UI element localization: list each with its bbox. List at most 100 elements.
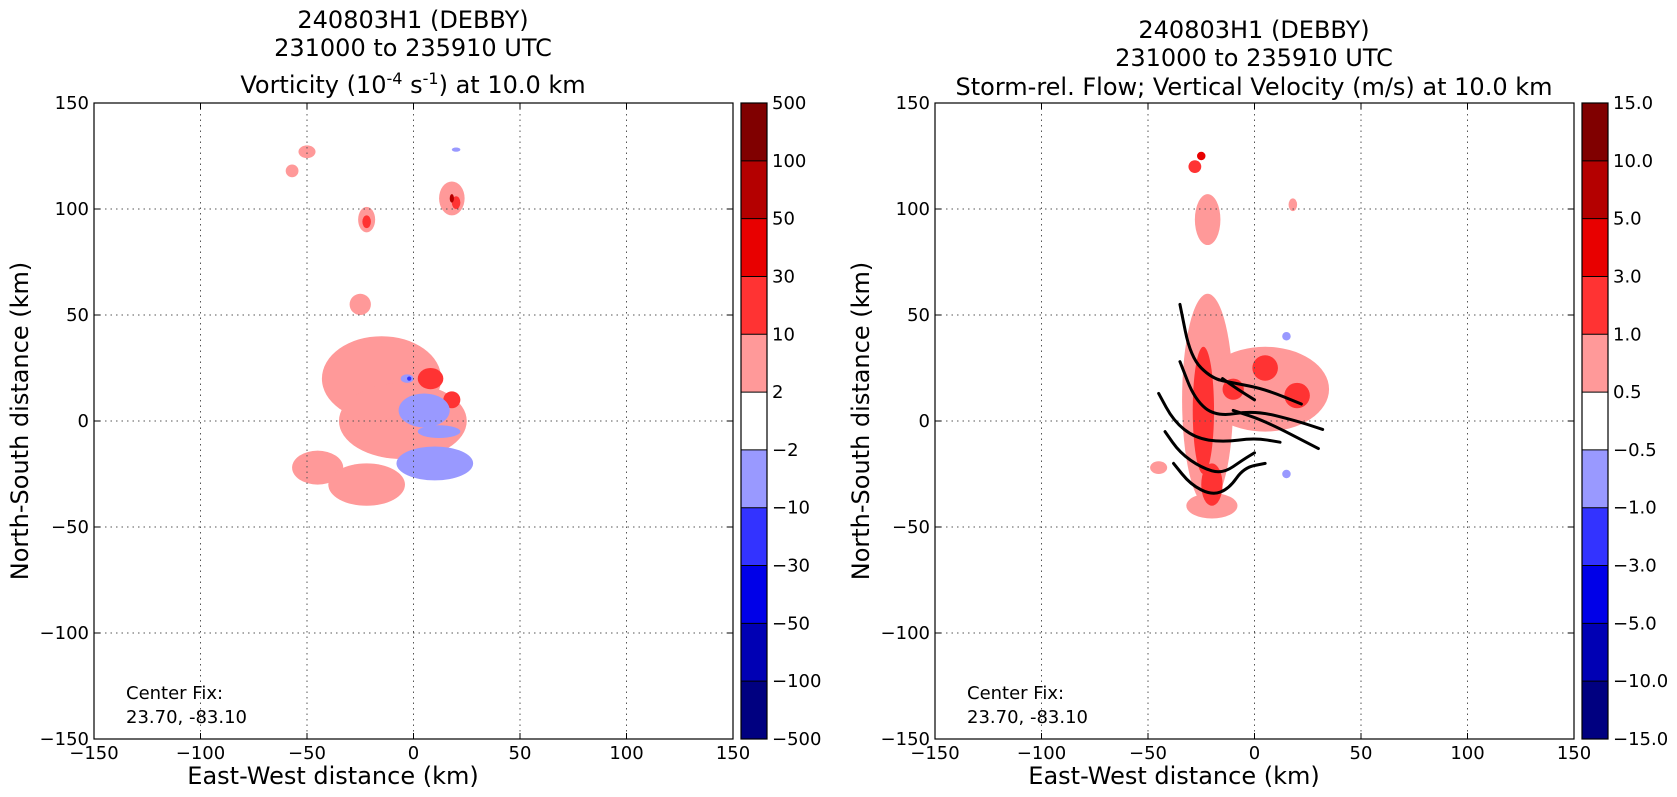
vertical-velocity-title-line-1: 240803H1 (DEBBY) bbox=[1138, 16, 1369, 44]
field-contour-blob bbox=[328, 463, 405, 506]
y-tick-label: −100 bbox=[881, 623, 930, 644]
x-tick-label: 150 bbox=[1557, 743, 1591, 764]
vorticity-x-axis-label: East-West distance (km) bbox=[187, 762, 478, 790]
colorbar-tick-label: 3.0 bbox=[1613, 266, 1642, 287]
vertical-velocity-x-ticks: −150 −100 −50 0 50 100 150 bbox=[910, 103, 1591, 764]
colorbar-tick-label: 10 bbox=[772, 324, 795, 345]
field-contour-blob bbox=[298, 145, 316, 159]
colorbar-frame bbox=[1581, 102, 1609, 740]
vorticity-field bbox=[285, 145, 474, 506]
y-tick-label: 100 bbox=[896, 199, 930, 220]
colorbar-segment bbox=[1582, 507, 1608, 567]
colorbar-segment bbox=[741, 565, 767, 624]
colorbar-segment bbox=[741, 103, 767, 162]
field-contour-blob bbox=[285, 164, 299, 178]
vertical-velocity-y-axis-label: North-South distance (km) bbox=[847, 262, 875, 581]
field-contour-blob bbox=[1188, 160, 1202, 173]
field-contour-blob bbox=[400, 374, 414, 383]
x-tick-label: 100 bbox=[609, 743, 643, 764]
colorbar-tick-label: 0.5 bbox=[1613, 382, 1642, 403]
storm-relative-streamlines bbox=[1157, 302, 1325, 495]
colorbar-segment bbox=[741, 681, 767, 740]
field-contour-blob bbox=[1288, 198, 1298, 212]
vertical-velocity-title-line-2: 231000 to 235910 UTC bbox=[1115, 44, 1393, 72]
field-contour-blob bbox=[451, 147, 461, 152]
colorbar-segment bbox=[741, 160, 767, 220]
colorbar-segment bbox=[741, 507, 767, 567]
colorbar-segment bbox=[1582, 565, 1608, 624]
field-contour-blob bbox=[1196, 151, 1206, 161]
field-contour-blob bbox=[1192, 346, 1215, 474]
colorbar-tick-label: 500 bbox=[772, 93, 806, 114]
colorbar-tick-label: −500 bbox=[772, 729, 821, 750]
x-tick-label: 0 bbox=[408, 743, 419, 764]
field-contour-blob bbox=[1252, 355, 1278, 381]
colorbar-segment bbox=[1582, 160, 1608, 220]
streamline bbox=[1178, 360, 1325, 431]
vorticity-title-part-a: Vorticity (10 bbox=[240, 71, 386, 99]
colorbar-frame bbox=[740, 102, 768, 740]
vorticity-y-ticks: −150 −100 −50 0 50 100 150 bbox=[40, 93, 733, 750]
field-contour-blob bbox=[349, 293, 371, 315]
colorbar-tick-label: 30 bbox=[772, 266, 795, 287]
vertical-velocity-colorbar: 15.0 10.0 5.0 3.0 1.0 0.5 −0.5 −1.0 −3.0 −5.0 −10.… bbox=[1581, 93, 1668, 750]
vorticity-colorbar: 500 100 50 30 10 2 −2 −10 −30 −50 −100 −500 bbox=[740, 93, 821, 750]
vorticity-title-part-c: ) at 10.0 km bbox=[439, 71, 586, 99]
field-contour-blob bbox=[449, 194, 454, 203]
colorbar-segment bbox=[741, 218, 767, 277]
colorbar-tick-label: −10.0 bbox=[1613, 671, 1668, 692]
y-tick-label: 150 bbox=[896, 93, 930, 114]
colorbar-segment bbox=[741, 334, 767, 393]
vertical-velocity-y-ticks: −150 −100 −50 0 50 100 150 bbox=[881, 93, 1574, 750]
colorbar-tick-label: −15.0 bbox=[1613, 729, 1668, 750]
colorbar-segment bbox=[1582, 449, 1608, 509]
vorticity-gridlines bbox=[94, 103, 733, 739]
vertical-velocity-center-fix-value: 23.70, -83.10 bbox=[967, 707, 1088, 728]
colorbar-segment bbox=[741, 623, 767, 682]
colorbar-segment bbox=[741, 449, 767, 509]
y-tick-label: −50 bbox=[51, 517, 89, 538]
x-tick-label: 50 bbox=[1350, 743, 1373, 764]
colorbar-tick-label: −0.5 bbox=[1613, 440, 1657, 461]
colorbar-tick-label: 100 bbox=[772, 151, 806, 172]
y-tick-label: 50 bbox=[907, 305, 930, 326]
colorbar-tick-label: −50 bbox=[772, 613, 810, 634]
x-tick-label: 0 bbox=[1249, 743, 1260, 764]
x-tick-label: −100 bbox=[1017, 743, 1066, 764]
vorticity-center-fix-label: Center Fix: bbox=[126, 683, 223, 704]
x-tick-label: −100 bbox=[176, 743, 225, 764]
field-contour-blob bbox=[1201, 463, 1223, 506]
colorbar-segment bbox=[1582, 334, 1608, 393]
vorticity-title-line-2: 231000 to 235910 UTC bbox=[274, 34, 552, 62]
vorticity-x-ticks: −150 −100 −50 0 50 100 150 bbox=[69, 103, 750, 764]
vorticity-title-exp-b: -1 bbox=[423, 69, 439, 88]
vorticity-title-line-3: Vorticity (10-4 s-1) at 10.0 km bbox=[240, 69, 585, 99]
colorbar-tick-label: −1.0 bbox=[1613, 498, 1657, 519]
field-contour-blob bbox=[1284, 382, 1310, 409]
x-tick-label: 150 bbox=[716, 743, 750, 764]
streamline bbox=[1221, 377, 1256, 402]
y-tick-label: 50 bbox=[66, 305, 89, 326]
colorbar-tick-label: −2 bbox=[772, 440, 799, 461]
vertical-velocity-x-axis-label: East-West distance (km) bbox=[1028, 762, 1319, 790]
x-tick-label: −150 bbox=[69, 743, 118, 764]
vorticity-title-line-1: 240803H1 (DEBBY) bbox=[297, 6, 528, 34]
colorbar-segment bbox=[1582, 392, 1608, 451]
x-tick-label: −50 bbox=[288, 743, 326, 764]
streamline bbox=[1163, 430, 1256, 474]
vertical-velocity-gridlines bbox=[935, 103, 1574, 739]
field-contour-blob bbox=[362, 215, 371, 229]
y-tick-label: −150 bbox=[881, 729, 930, 750]
field-contour-blob bbox=[407, 376, 412, 381]
vorticity-title-part-b: s bbox=[402, 71, 422, 99]
streamline bbox=[1172, 461, 1267, 495]
streamline bbox=[1178, 302, 1303, 406]
field-contour-blob bbox=[1282, 331, 1291, 341]
y-tick-label: 100 bbox=[55, 199, 89, 220]
colorbar-segment bbox=[741, 392, 767, 451]
vorticity-title-exp-a: -4 bbox=[387, 69, 403, 88]
y-tick-label: −150 bbox=[40, 729, 89, 750]
vertical-velocity-title-line-3: Storm-rel. Flow; Vertical Velocity (m/s)… bbox=[956, 73, 1553, 101]
colorbar-tick-label: 50 bbox=[772, 209, 795, 230]
